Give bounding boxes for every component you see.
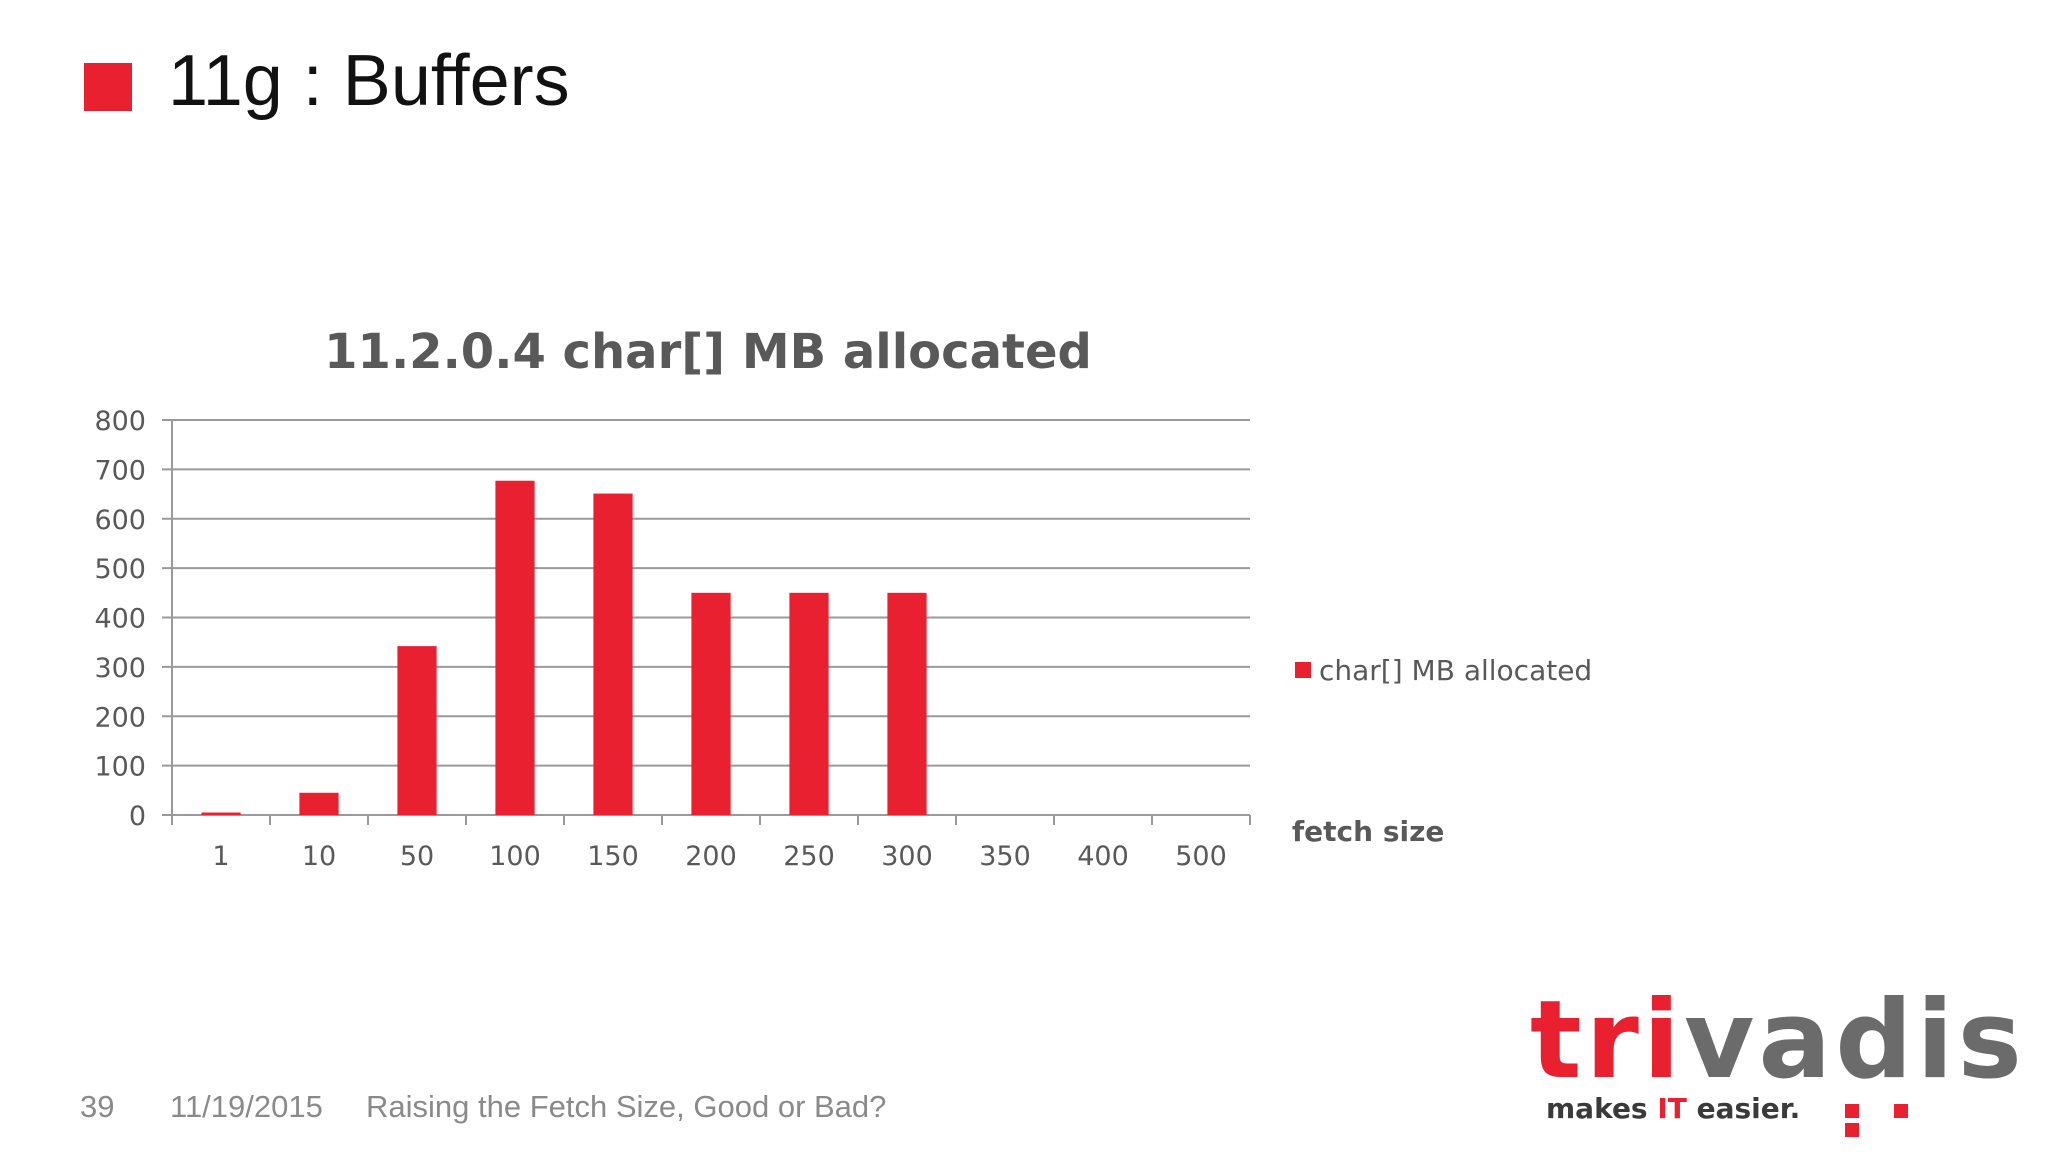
- logo-letter: r: [1585, 978, 1643, 1103]
- logo-letter: s: [1957, 978, 2026, 1103]
- bar: [887, 592, 927, 815]
- x-tick-label: 50: [400, 841, 434, 872]
- legend-label: char[] MB allocated: [1319, 654, 1592, 687]
- logo-tagline-it: IT: [1657, 1092, 1687, 1125]
- bar: [397, 646, 437, 815]
- x-tick-label: 100: [489, 841, 541, 872]
- logo-letter: i: [1916, 978, 1958, 1103]
- logo-letter: i: [1642, 978, 1684, 1103]
- y-tick-label: 0: [129, 801, 146, 832]
- logo-letter: d: [1835, 978, 1917, 1103]
- logo-tagline-post: easier.: [1686, 1092, 1801, 1125]
- bar: [201, 812, 241, 815]
- y-tick-label: 100: [94, 752, 146, 783]
- bar: [299, 792, 339, 815]
- x-tick-label: 150: [587, 841, 639, 872]
- x-tick-label: 350: [979, 841, 1031, 872]
- footer-presentation-title: Raising the Fetch Size, Good or Bad?: [366, 1089, 887, 1124]
- x-tick-label: 200: [685, 841, 737, 872]
- footer-date: 11/19/2015: [170, 1089, 323, 1124]
- bar: [495, 480, 535, 815]
- logo-wordmark: trivadis: [1530, 978, 2026, 1103]
- bar: [691, 592, 731, 815]
- x-tick-label: 10: [302, 841, 336, 872]
- logo-dots: [1845, 1104, 1970, 1142]
- logo-letter: v: [1683, 978, 1759, 1103]
- x-tick-label: 400: [1077, 841, 1129, 872]
- legend-swatch: [1295, 662, 1311, 678]
- bar: [593, 493, 633, 815]
- bar: [789, 592, 829, 815]
- y-tick-label: 500: [94, 554, 146, 585]
- x-tick-label: 300: [881, 841, 933, 872]
- y-tick-label: 600: [94, 505, 146, 536]
- logo-tagline: makes IT easier.: [1546, 1092, 1800, 1125]
- bar-chart: 11.2.0.4 char[] MB allocated 0 100 200 300 40…: [94, 324, 1592, 872]
- title-bullet-square: [84, 63, 132, 111]
- chart-title: 11.2.0.4 char[] MB allocated: [324, 324, 1092, 380]
- y-tick-label: 300: [94, 653, 146, 684]
- x-tick-label: 250: [783, 841, 835, 872]
- logo-letter: a: [1758, 978, 1836, 1103]
- trivadis-logo: trivadis makes IT easier.: [1530, 978, 2022, 1137]
- x-tick-label: 1: [212, 841, 229, 872]
- x-axis-label: fetch size: [1292, 815, 1444, 848]
- y-tick-label: 700: [94, 455, 146, 486]
- logo-letter: t: [1530, 978, 1586, 1103]
- slide-title: 11g : Buffers: [168, 41, 570, 121]
- logo-tagline-pre: makes: [1546, 1092, 1658, 1125]
- y-tick-label: 800: [94, 406, 146, 437]
- x-tick-label: 500: [1175, 841, 1227, 872]
- y-tick-label: 200: [94, 702, 146, 733]
- page-number: 39: [80, 1089, 115, 1124]
- y-tick-label: 400: [94, 604, 146, 635]
